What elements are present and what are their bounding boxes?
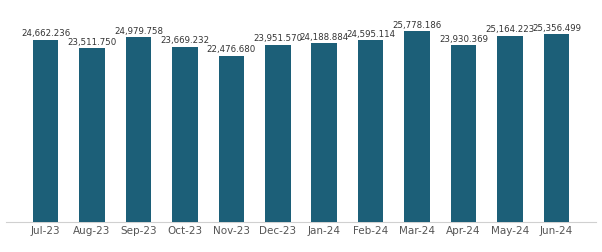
Text: 25,356.499: 25,356.499 <box>532 24 581 33</box>
Bar <box>497 36 523 222</box>
Bar <box>358 40 383 222</box>
Bar <box>405 31 430 222</box>
Bar <box>79 48 105 222</box>
Bar <box>311 43 337 222</box>
Text: 25,164.223: 25,164.223 <box>485 25 535 35</box>
Bar <box>33 40 58 222</box>
Text: 22,476.680: 22,476.680 <box>206 45 256 54</box>
Text: 23,511.750: 23,511.750 <box>67 38 117 47</box>
Text: 23,951.570: 23,951.570 <box>253 34 302 43</box>
Bar <box>265 45 291 222</box>
Bar <box>126 37 151 222</box>
Text: 24,595.114: 24,595.114 <box>346 30 396 39</box>
Text: 23,669.232: 23,669.232 <box>160 37 209 45</box>
Bar <box>451 45 476 222</box>
Bar <box>219 56 244 222</box>
Text: 23,930.369: 23,930.369 <box>439 35 488 44</box>
Text: 24,188.884: 24,188.884 <box>300 33 349 42</box>
Bar <box>172 47 197 222</box>
Text: 25,778.186: 25,778.186 <box>393 21 442 30</box>
Text: 24,979.758: 24,979.758 <box>114 27 163 36</box>
Bar <box>544 35 569 222</box>
Text: 24,662.236: 24,662.236 <box>21 29 70 38</box>
